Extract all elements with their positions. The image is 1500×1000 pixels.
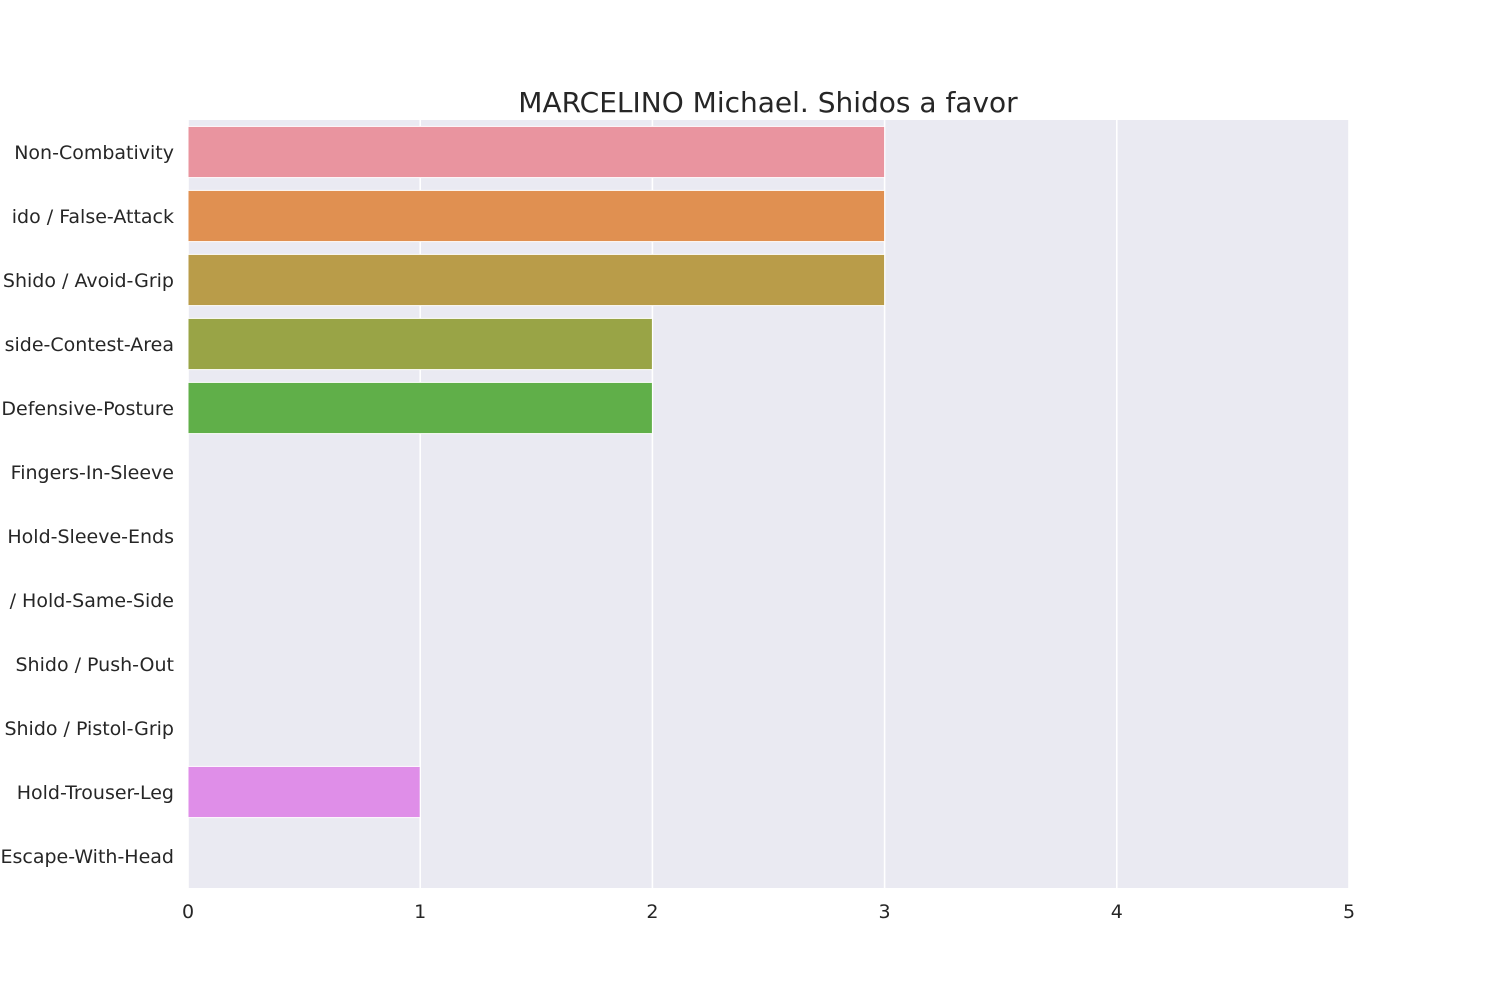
x-tick-label: 0 bbox=[182, 901, 194, 923]
x-tick-label: 3 bbox=[879, 901, 891, 923]
y-tick-label: Non-Combativity bbox=[14, 142, 174, 164]
x-tick-label: 1 bbox=[414, 901, 426, 923]
plot-area bbox=[188, 120, 1349, 888]
bar bbox=[187, 125, 886, 179]
y-tick-label: side-Contest-Area bbox=[5, 334, 174, 356]
chart-title: MARCELINO Michael. Shidos a favor bbox=[518, 86, 1018, 119]
y-tick-label: Hold-Trouser-Leg bbox=[17, 782, 174, 804]
y-tick-label: ido / False-Attack bbox=[12, 206, 174, 228]
x-tick-label: 5 bbox=[1343, 901, 1355, 923]
y-tick-label: Escape-With-Head bbox=[0, 846, 174, 868]
y-tick-label: / Hold-Same-Side bbox=[10, 590, 174, 612]
bar bbox=[187, 253, 886, 307]
bar bbox=[187, 189, 886, 243]
y-tick-label: Shido / Push-Out bbox=[16, 654, 175, 676]
x-tick-labels: 0 1 2 3 4 5 bbox=[182, 901, 1355, 923]
y-tick-labels: Non-Combativity ido / False-Attack Shido /… bbox=[0, 142, 174, 868]
y-tick-label: Shido / Avoid-Grip bbox=[3, 270, 174, 292]
y-tick-label: Hold-Sleeve-Ends bbox=[7, 526, 174, 548]
bar bbox=[187, 765, 421, 819]
y-tick-label: Fingers-In-Sleeve bbox=[11, 462, 174, 484]
y-tick-label: Shido / Pistol-Grip bbox=[4, 718, 174, 740]
bar bbox=[187, 381, 653, 435]
gridlines bbox=[187, 120, 1350, 888]
x-tick-label: 4 bbox=[1111, 901, 1123, 923]
x-tick-label: 2 bbox=[646, 901, 658, 923]
bars bbox=[187, 125, 886, 819]
y-tick-label: Defensive-Posture bbox=[1, 398, 174, 420]
bar bbox=[187, 317, 653, 371]
